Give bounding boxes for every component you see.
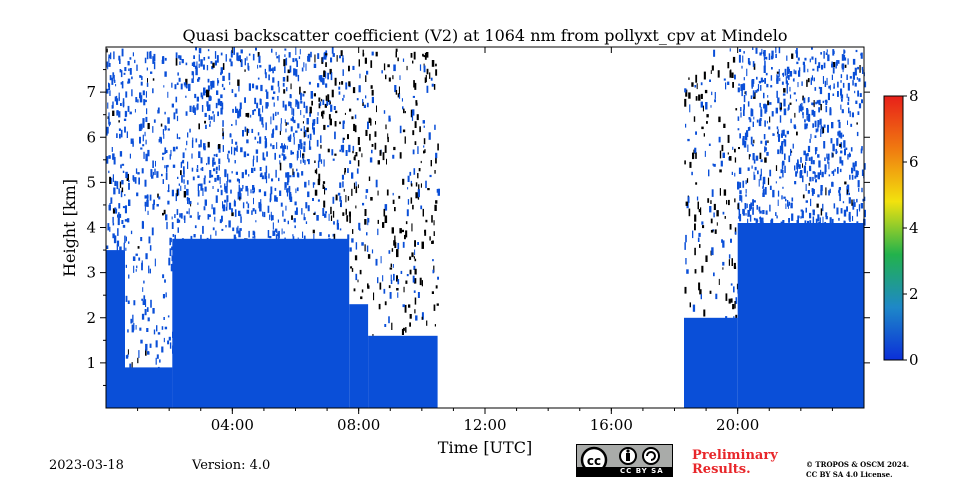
layer-segment-4 <box>368 335 438 408</box>
noise-speckle <box>106 47 867 373</box>
copyright-notice: © TROPOS & OSCM 2024. CC BY SA 4.0 Licen… <box>806 460 909 480</box>
colorbar: 0 2 4 6 8 <box>883 87 919 369</box>
y-tick-label: 1 <box>86 354 96 372</box>
plot-area <box>106 47 867 409</box>
version-label: Version: 4.0 <box>192 458 271 473</box>
chart-title: Quasi backscatter coefficient (V2) at 10… <box>183 26 788 45</box>
date-label: 2023-03-18 <box>49 458 124 473</box>
x-tick-label: 16:00 <box>590 416 633 434</box>
copyright-line-2: CC BY SA 4.0 License. <box>806 470 893 479</box>
y-axis: 1 2 3 4 5 6 7 <box>86 69 870 386</box>
y-tick-label: 5 <box>86 173 96 191</box>
preliminary-line-2: Results. <box>692 462 751 477</box>
colorbar-scale <box>883 95 904 361</box>
layer-segment-5 <box>684 317 738 409</box>
y-tick-label: 3 <box>86 264 96 282</box>
colorbar-tick-label: 4 <box>909 219 919 237</box>
cc-badge-text: CC BY SA <box>620 467 664 475</box>
preliminary-line-1: Preliminary <box>692 448 778 463</box>
colorbar-tick-label: 2 <box>909 285 919 303</box>
svg-text:cc: cc <box>587 454 601 468</box>
layer-segment-2 <box>172 238 350 408</box>
layer-segment-6 <box>737 223 864 408</box>
x-tick-label: 04:00 <box>211 416 254 434</box>
preliminary-results-label: Preliminary Results. <box>692 449 778 477</box>
colorbar-tick-label: 8 <box>909 87 919 105</box>
cc-license-badge: cc CC BY SA <box>576 444 673 477</box>
colorbar-tick-label: 0 <box>909 351 919 369</box>
y-tick-label: 2 <box>86 309 96 327</box>
layer-segment-3 <box>349 304 369 408</box>
x-tick-label: 20:00 <box>716 416 759 434</box>
y-tick-label: 6 <box>86 128 96 146</box>
y-axis-label: Height [km] <box>60 179 79 277</box>
y-tick-label: 7 <box>86 83 96 101</box>
x-axis: 04:00 08:00 12:00 16:00 20:00 <box>137 47 833 434</box>
colorbar-tick-label: 6 <box>909 153 919 171</box>
layer-segment-0 <box>106 250 125 408</box>
layer-segment-1 <box>125 367 173 408</box>
y-tick-label: 4 <box>86 219 96 237</box>
x-tick-label: 12:00 <box>463 416 506 434</box>
x-tick-label: 08:00 <box>337 416 380 434</box>
x-axis-label: Time [UTC] <box>438 438 532 457</box>
copyright-line-1: © TROPOS & OSCM 2024. <box>806 460 910 469</box>
